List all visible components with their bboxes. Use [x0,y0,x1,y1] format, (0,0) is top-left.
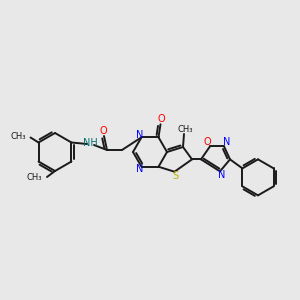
Text: N: N [136,164,143,174]
Text: N: N [136,130,143,140]
Text: N: N [223,137,231,147]
Text: NH: NH [82,138,98,148]
Text: S: S [172,171,178,181]
Text: O: O [99,126,107,136]
Text: CH₃: CH₃ [26,173,42,182]
Text: N: N [218,170,226,180]
Text: CH₃: CH₃ [177,124,193,134]
Text: O: O [158,114,165,124]
Text: CH₃: CH₃ [10,132,26,141]
Text: O: O [203,137,211,147]
